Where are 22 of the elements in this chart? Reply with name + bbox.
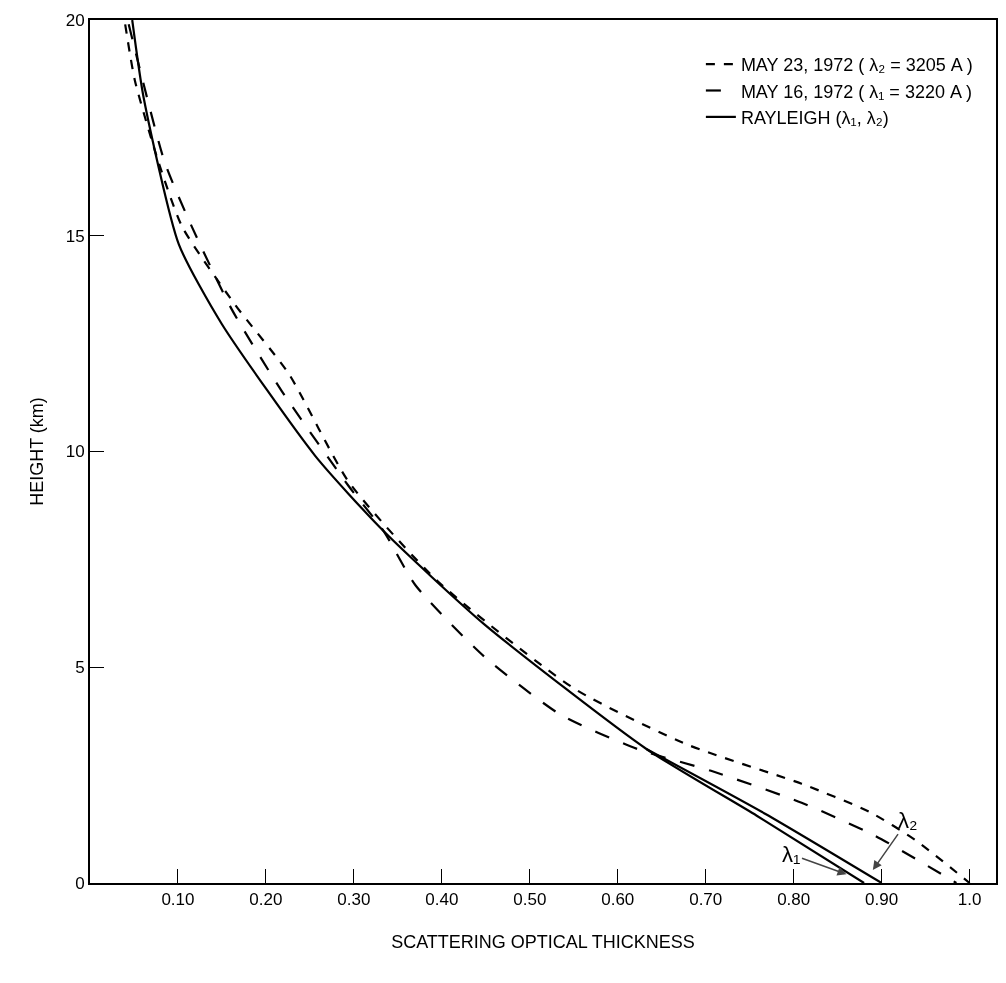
x-axis-title: SCATTERING OPTICAL THICKNESS xyxy=(391,932,695,952)
y-tick-label: 5 xyxy=(75,658,85,678)
y-axis-title: HEIGHT (km) xyxy=(27,397,47,506)
legend-label: RAYLEIGH (λ₁, λ₂) xyxy=(740,107,889,128)
x-tick-label: 0.10 xyxy=(161,890,195,910)
legend-label: MAY 23, 1972 ( λ₂ = 3205 A ) xyxy=(740,55,973,76)
x-tick-label: 0.90 xyxy=(865,890,899,910)
x-tick-label: 0.80 xyxy=(777,890,811,910)
x-tick-label: 0.60 xyxy=(601,890,635,910)
legend-label: MAY 16, 1972 ( λ₁ = 3220 A ) xyxy=(740,81,972,102)
annotation: λ₁ xyxy=(782,842,801,867)
y-tick-label: 10 xyxy=(65,442,85,462)
x-tick-label: 0.20 xyxy=(249,890,283,910)
x-tick-label: 0.50 xyxy=(513,890,547,910)
x-tick-label: 1.0 xyxy=(957,890,982,910)
x-tick-label: 0.70 xyxy=(689,890,723,910)
y-tick-label: 0 xyxy=(75,873,85,893)
x-tick-label: 0.30 xyxy=(337,890,371,910)
y-tick-label: 15 xyxy=(65,226,85,246)
annotation: λ₂ xyxy=(898,808,918,833)
x-tick-label: 0.40 xyxy=(425,890,459,910)
y-tick-label: 20 xyxy=(65,10,85,30)
